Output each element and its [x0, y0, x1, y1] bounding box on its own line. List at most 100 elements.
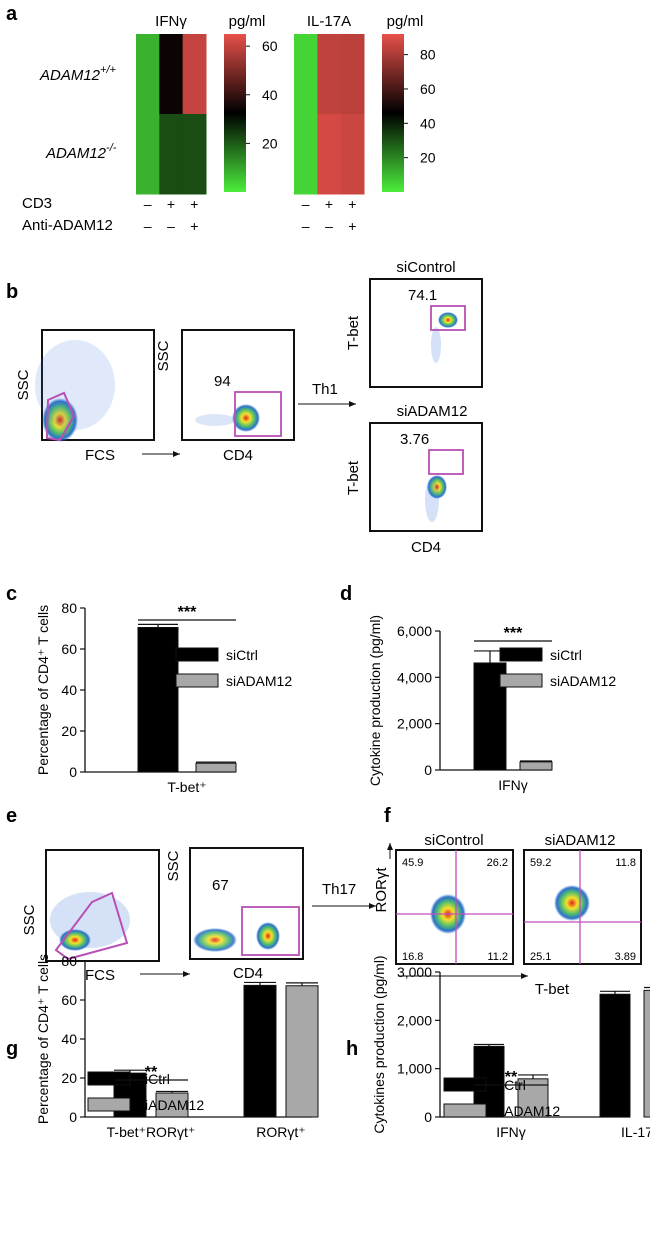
y-tick-label: 0 [69, 764, 77, 780]
legend-label: siCtrl [138, 1071, 170, 1087]
f-si-density [554, 885, 590, 921]
row-label-wt: ADAM12+/+ [39, 64, 117, 84]
panel-label-d: d [340, 583, 352, 605]
category-label: IFNγ [498, 777, 528, 793]
cd3-sign: + [190, 196, 198, 212]
y-tick-label: 0 [424, 1109, 432, 1125]
significance-label: ** [505, 1069, 518, 1086]
y-axis-label: Percentage of CD4⁺ T cells [35, 954, 51, 1124]
e-arrow-label: Th17 [322, 881, 356, 898]
row-label-wt-sup: +/+ [100, 64, 116, 76]
y-tick-label: 40 [61, 1031, 77, 1047]
heatmap-cell [340, 34, 365, 115]
b-plot2-gate-value: 94 [214, 373, 231, 390]
e-cd4-ssc-density-pos [256, 922, 280, 950]
b-si-ylabel: T-bet [345, 460, 362, 495]
chart-d: 0 2,000 4,000 6,000 Cytokine production (pg/… [367, 615, 616, 793]
heatmap-cell [136, 34, 160, 115]
y-tick-label: 6,000 [397, 623, 432, 639]
row-label-ko: ADAM12-/- [45, 142, 117, 162]
b-fcs-ssc-plot [41, 329, 155, 441]
b-fcs-ssc-density [42, 398, 78, 442]
b-plot1-xlabel: FCS [85, 447, 115, 464]
legend-label: siADAM12 [138, 1097, 204, 1113]
cd3-sign: + [348, 196, 356, 212]
legend-label: siADAM12 [550, 673, 616, 689]
f-si-plot [523, 849, 642, 965]
b-fcs-ssc-gate [45, 391, 76, 442]
b-si-scatter [425, 478, 439, 522]
y-axis-label: Cytokine production (pg/ml) [367, 615, 383, 786]
cd3-sign: + [167, 196, 175, 212]
b-plot2-xlabel: CD4 [223, 447, 253, 464]
category-label: T-bet⁺RORγt⁺ [107, 1124, 196, 1140]
category-label: RORγt⁺ [256, 1124, 305, 1140]
panel-label-c: c [6, 583, 17, 605]
e-plot2-ylabel: SSC [165, 850, 182, 881]
b-si-xlabel: CD4 [411, 539, 441, 556]
colorbar-tick-label: 40 [262, 87, 278, 103]
significance-label: *** [504, 625, 523, 642]
bar-siadam12 [195, 762, 237, 773]
panel-e: e SSC FCS 67 SSC CD4 Th17 [6, 805, 376, 984]
panel-f: f siControl 45.9 26.2 16.8 11.2 siADAM12… [373, 805, 642, 998]
bar-siadam12 [285, 985, 319, 1118]
significance-label: *** [178, 604, 197, 621]
colorbar-unit: pg/ml [229, 13, 266, 30]
b-si-density [427, 475, 447, 499]
heatmap-cell [136, 114, 160, 195]
panel-label-a: a [6, 3, 18, 25]
treatment-anti-label: Anti-ADAM12 [22, 217, 113, 234]
b-ctrl-gate-value: 74.1 [408, 287, 437, 304]
cd3-sign: – [144, 196, 152, 212]
anti-adam12-sign: – [167, 218, 175, 234]
legend-swatch-siadam12 [87, 1097, 131, 1112]
chart-c: 0 20 40 60 80 Percentage of CD4⁺ T cells T-bet… [35, 600, 292, 795]
y-axis-label: Cytokines production (pg/ml) [371, 955, 387, 1133]
panel-label-h: h [346, 1038, 358, 1060]
heatmap-title: IFNγ [155, 13, 187, 30]
legend-swatch-siadam12 [175, 673, 219, 688]
y-tick-label: 20 [61, 723, 77, 739]
b-ctrl-scatter [431, 327, 441, 363]
anti-adam12-sign: – [302, 218, 310, 234]
panel-label-b: b [6, 281, 18, 303]
legend-label: siCtrl [226, 647, 258, 663]
bar-sictrl [599, 993, 631, 1118]
colorbar [224, 34, 246, 192]
colorbar-unit: pg/ml [387, 13, 424, 30]
bar-siadam12 [519, 761, 553, 771]
heatmap-cell [182, 114, 207, 195]
panel-label-f: f [384, 805, 391, 827]
bar-sictrl [137, 626, 179, 773]
b-ctrl-plot [369, 278, 483, 388]
e-fcs-ssc-plot [45, 849, 160, 962]
chart-g: 0 20 40 60 80 Percentage of CD4⁺ T cells T-bet… [35, 953, 319, 1140]
b-si-title: siADAM12 [397, 403, 468, 420]
y-tick-label: 1,000 [397, 1061, 432, 1077]
y-tick-label: 3,000 [397, 964, 432, 980]
cd3-sign: – [302, 196, 310, 212]
e-cd4-ssc-density-neg [193, 928, 237, 952]
y-tick-label: 2,000 [397, 1012, 432, 1028]
row-label-ko-name: ADAM12 [45, 145, 107, 162]
colorbar-tick-label: 80 [420, 47, 436, 63]
b-fcs-ssc-scatter-haze [35, 340, 115, 430]
colorbar-tick-label: 20 [262, 135, 278, 151]
f-xlabel: T-bet [535, 981, 570, 998]
b-si-plot [369, 422, 483, 532]
colorbar-tick-label: 40 [420, 115, 436, 131]
legend-label: siADAM12 [494, 1103, 560, 1119]
e-fcs-ssc-gate [54, 891, 129, 961]
category-label: IFNγ [496, 1124, 526, 1140]
category-label: IL-17 [621, 1124, 650, 1140]
anti-adam12-sign: – [144, 218, 152, 234]
b-ctrl-title: siControl [396, 259, 455, 276]
treatment-signs: ––+–++––+–++ [144, 196, 357, 234]
significance-label: ** [145, 1064, 158, 1081]
b-arrow-label: Th1 [312, 381, 338, 398]
y-tick-label: 20 [61, 1070, 77, 1086]
category-label: T-bet⁺ [167, 779, 206, 795]
